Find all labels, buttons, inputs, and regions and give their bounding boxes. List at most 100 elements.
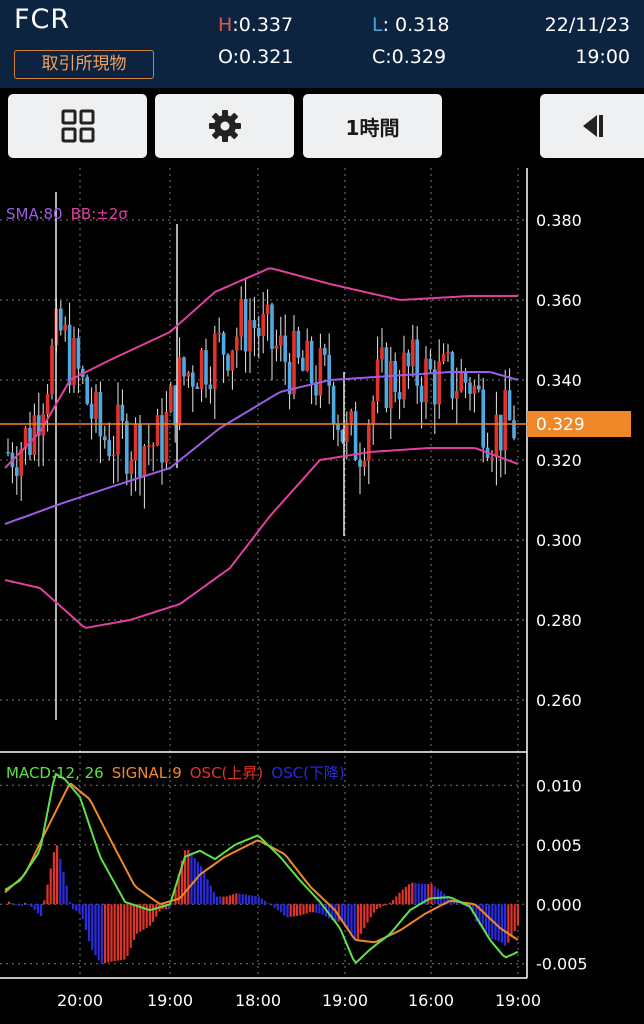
low-value: : 0.318 bbox=[382, 14, 450, 36]
candle-body bbox=[512, 420, 516, 439]
candle-body bbox=[274, 345, 279, 349]
osc-bar bbox=[94, 904, 97, 956]
osc-bar bbox=[177, 874, 180, 905]
candle-body bbox=[103, 436, 107, 441]
osc-bar bbox=[62, 871, 65, 905]
high-key: H bbox=[218, 14, 233, 36]
candle-body bbox=[362, 460, 367, 467]
candle-body bbox=[309, 340, 314, 384]
osc-bar bbox=[433, 886, 436, 905]
osc-bar bbox=[516, 904, 519, 926]
osc-bar bbox=[500, 904, 503, 943]
osc-bar bbox=[136, 904, 139, 934]
osc-bar bbox=[187, 849, 190, 905]
candle-body bbox=[459, 371, 463, 392]
symbol-title: FCR bbox=[14, 4, 71, 35]
osc-bar bbox=[427, 884, 430, 905]
osc-bar bbox=[497, 904, 500, 942]
osc-bar bbox=[411, 882, 414, 905]
osc-bar bbox=[398, 892, 401, 905]
osc-bar bbox=[72, 904, 75, 910]
osc-bar bbox=[155, 904, 158, 917]
sma-line bbox=[4, 371, 519, 525]
osc-bar bbox=[40, 904, 43, 917]
macd-line bbox=[4, 772, 519, 965]
osc-bar bbox=[385, 904, 388, 906]
candle-body bbox=[433, 369, 437, 405]
candle-body bbox=[32, 415, 37, 456]
candle-body bbox=[380, 347, 384, 360]
osc-bar bbox=[356, 904, 359, 940]
osc-bar bbox=[267, 903, 270, 905]
osc-bar bbox=[504, 904, 507, 946]
candle-body bbox=[59, 308, 63, 331]
candle-body bbox=[111, 454, 116, 457]
candle-body bbox=[301, 357, 305, 371]
osc-bar bbox=[376, 904, 379, 910]
layout-grid-button[interactable] bbox=[8, 94, 147, 158]
osc-bar bbox=[270, 904, 273, 906]
osc-bar bbox=[283, 904, 286, 916]
vertical-grid bbox=[79, 168, 519, 978]
osc-bar bbox=[78, 904, 81, 913]
candle-body bbox=[411, 339, 415, 367]
osc-bar bbox=[507, 904, 510, 943]
candle-body bbox=[507, 390, 512, 421]
osc-bar bbox=[475, 904, 478, 922]
osc-bar bbox=[241, 894, 244, 905]
osc-bar bbox=[97, 904, 100, 961]
signal-line bbox=[4, 782, 519, 944]
osc-bar bbox=[219, 896, 222, 905]
candle-body bbox=[125, 421, 129, 474]
osc-bar bbox=[49, 868, 52, 905]
candle-body bbox=[503, 390, 507, 451]
settings-button[interactable] bbox=[155, 94, 294, 158]
osc-bar bbox=[196, 862, 199, 905]
candle-body bbox=[477, 385, 481, 390]
close-price: C:0.329 bbox=[372, 46, 447, 68]
osc-bar bbox=[235, 893, 238, 905]
candle-body bbox=[472, 385, 477, 394]
osc-bar bbox=[132, 904, 135, 940]
osc-bar bbox=[481, 904, 484, 929]
osc-bar bbox=[123, 904, 126, 960]
chart-area[interactable]: 0.329 0.380 0.360 0.340 0.320 0.300 0.280 0.26… bbox=[0, 168, 644, 1024]
osc-bar bbox=[337, 904, 340, 922]
timeframe-button[interactable]: 1時間 bbox=[303, 94, 442, 158]
osc-bar bbox=[148, 904, 151, 926]
candle-body bbox=[428, 358, 433, 370]
osc-bar bbox=[257, 896, 260, 905]
candle-body bbox=[481, 389, 485, 448]
candle-body bbox=[252, 320, 257, 328]
osc-bar bbox=[299, 904, 302, 916]
osc-bar bbox=[180, 860, 183, 905]
exchange-badge[interactable]: 取引所現物 bbox=[14, 50, 154, 79]
osc-bar bbox=[344, 904, 347, 927]
osc-bar bbox=[510, 904, 513, 937]
osc-bar bbox=[84, 904, 87, 931]
osc-bar bbox=[248, 895, 251, 905]
price-tick-label: 0.360 bbox=[536, 291, 582, 310]
osc-bar bbox=[27, 903, 30, 905]
osc-bar bbox=[59, 858, 62, 905]
bb-legend: BB:±2σ bbox=[71, 205, 129, 223]
candle-body bbox=[37, 415, 41, 436]
candle-body bbox=[177, 357, 182, 426]
candle-body bbox=[318, 348, 323, 396]
low-key: L bbox=[372, 14, 383, 36]
candle-body bbox=[257, 327, 261, 336]
osc-bar bbox=[222, 896, 225, 905]
candle-body bbox=[450, 352, 455, 399]
osc-bar bbox=[308, 904, 311, 913]
osc-bar bbox=[33, 904, 36, 911]
candle-body bbox=[468, 382, 472, 394]
osc-bar bbox=[126, 904, 129, 956]
collapse-panel-button[interactable] bbox=[540, 94, 644, 158]
osc-bar bbox=[289, 904, 292, 917]
candle-body bbox=[160, 415, 164, 463]
osc-bar bbox=[216, 896, 219, 905]
osc-bar bbox=[353, 904, 356, 941]
time-axis-labels: 20:00 19:00 18:00 19:00 16:00 19:00 bbox=[57, 991, 541, 1010]
candle-body bbox=[327, 354, 331, 386]
candle-body bbox=[89, 403, 94, 419]
